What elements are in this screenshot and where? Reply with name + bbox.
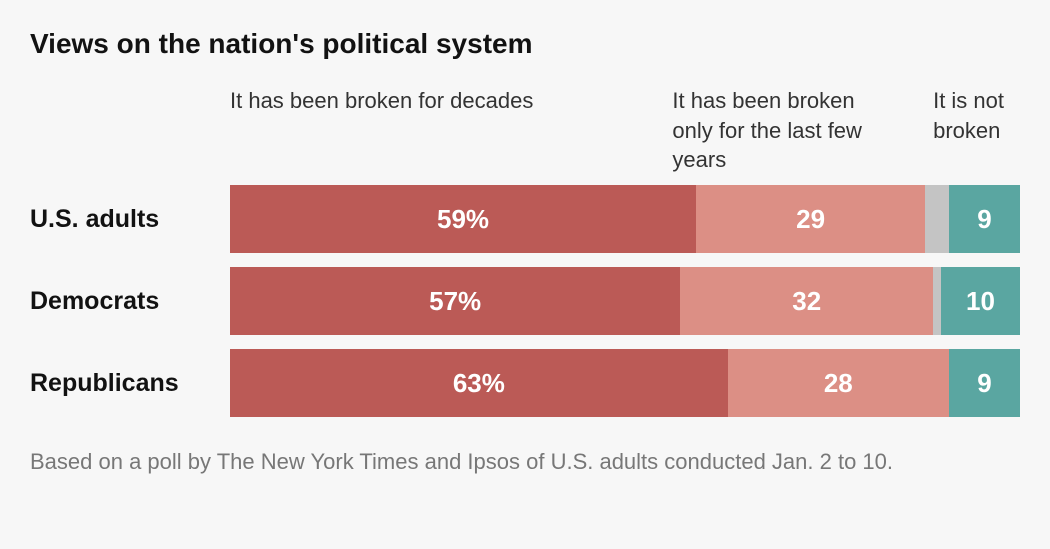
chart-title: Views on the nation's political system (30, 28, 1020, 60)
column-headers: It has been broken for decadesIt has bee… (230, 86, 1020, 175)
bar-segment: 9 (949, 185, 1020, 253)
row-label: U.S. adults (30, 205, 230, 234)
bar-segment (925, 185, 949, 253)
bar-segment: 28 (728, 349, 949, 417)
row-label: Republicans (30, 369, 230, 398)
chart-rows: U.S. adults59%29 9 Democrats57%3210 Republi… (30, 185, 1020, 417)
chart-footnote: Based on a poll by The New York Times an… (30, 449, 1020, 475)
bar-segment: 29 (696, 185, 925, 253)
chart-row: U.S. adults59%29 9 (30, 185, 1020, 253)
stacked-bar: 59%29 9 (230, 185, 1020, 253)
bar-segment (933, 267, 941, 335)
bar-segment: 10 (941, 267, 1020, 335)
label-column-spacer (30, 86, 230, 175)
column-header-row: It has been broken for decadesIt has bee… (30, 86, 1020, 175)
row-label: Democrats (30, 287, 230, 316)
column-header: It has been broken only for the last few… (672, 86, 909, 175)
column-header: It is not broken (933, 86, 1020, 175)
chart-row: Republicans63%289 (30, 349, 1020, 417)
bar-segment: 9 (949, 349, 1020, 417)
bar-segment: 57% (230, 267, 680, 335)
stacked-bar: 63%289 (230, 349, 1020, 417)
bar-segment: 63% (230, 349, 728, 417)
chart-row: Democrats57%3210 (30, 267, 1020, 335)
bar-segment: 59% (230, 185, 696, 253)
stacked-bar: 57%3210 (230, 267, 1020, 335)
bar-segment: 32 (680, 267, 933, 335)
column-header (909, 86, 933, 175)
column-header: It has been broken for decades (230, 86, 672, 175)
stacked-bar-chart: It has been broken for decadesIt has bee… (30, 86, 1020, 417)
